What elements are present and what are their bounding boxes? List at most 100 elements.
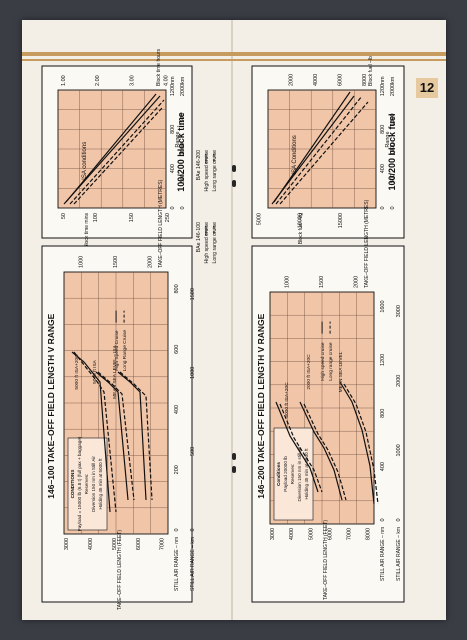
tofl-146-100-curve <box>119 371 153 501</box>
tofl-146-100-metres-tick: 1500 <box>113 256 119 268</box>
block-time-hours-tick: 4.00 <box>164 75 170 86</box>
block-time-mins-label: Block time mins <box>84 213 90 249</box>
tofl-146-200-feet-label: TAKE–OFF FIELD LENGTH (FEET) <box>323 520 329 601</box>
block-time-km-tick: 1000 <box>180 143 186 155</box>
block-time-legend-item: BAe 146-100 <box>196 222 202 252</box>
tofl-146-200-nm-tick: 0 <box>380 518 386 521</box>
tofl-146-100-nm-tick: 200 <box>174 465 180 474</box>
tofl-146-200-nm-tick: 1600 <box>380 300 386 312</box>
block-fuel-nm-tick: 1200 <box>380 84 386 96</box>
header-rule-thin <box>22 59 446 61</box>
block-time-km-tick: 0 <box>180 206 186 209</box>
binding-hole <box>232 165 236 172</box>
tofl-146-200-conditions-line: Conditions <box>276 462 281 486</box>
tofl-146-100-conditions-line: Payload = 15000 lb (6.8 t) (full pax + b… <box>77 436 82 531</box>
tofl-146-100-conditions-line: Diversion 150 nm in Still Air <box>91 456 96 512</box>
block-time-km-tick: 1500 <box>180 113 186 125</box>
block-fuel-lb-label: Block fuel –lb <box>368 56 374 86</box>
block-fuel-nm-unit: nm <box>380 76 386 84</box>
tofl-146-200-cruise-legend: High speed cruise <box>320 342 326 381</box>
block-time-nm-unit: nm <box>170 76 176 84</box>
tofl-146-100-feet-tick: 3000 <box>64 538 70 550</box>
tofl-146-100-title: 146–100 TAKE–OFF FIELD LENGTH V RANGE <box>46 313 56 498</box>
tofl-146-100-nm-tick: 400 <box>174 405 180 414</box>
block-time-legend-item: Long range cruise <box>212 222 218 264</box>
tofl-146-200-curve <box>339 381 375 505</box>
tofl-146-100-cruise-legend: Long Range Cruise <box>122 330 128 372</box>
block-time-curve <box>65 93 157 203</box>
tofl-146-200-metres-label: TAKE–OFF FIELD LENGTH (METRES) <box>364 199 370 288</box>
page-fold <box>231 20 233 620</box>
block-fuel-km-tick: 1000 <box>390 143 396 155</box>
tofl-146-200-curve-label: 2000 ft ISA+20C <box>306 354 312 390</box>
tofl-146-200-cruise-legend: Long range cruise <box>328 342 334 381</box>
tofl-146-100-curve <box>73 351 117 513</box>
tofl-146-200-curve <box>299 401 343 501</box>
tofl-146-200-nm-tick: 1200 <box>380 354 386 366</box>
block-time-nm-tick: 1200 <box>170 84 176 96</box>
tofl-146-100-km-tick: 500 <box>190 447 196 456</box>
tofl-146-100-cruise-legend: High Speed Cruise <box>114 330 120 371</box>
tofl-146-100-nm-tick: 800 <box>174 284 180 293</box>
block-fuel-range-label: Range <box>385 131 391 147</box>
block-time-hours-tick: 2.00 <box>95 75 101 86</box>
tofl-146-100-feet-tick: 6000 <box>136 538 142 550</box>
block-time-hours-tick: 1.00 <box>61 75 67 86</box>
tofl-146-200-curve <box>275 401 319 493</box>
tofl-146-100-km-tick: 1500 <box>190 288 196 300</box>
tofl-146-200-nm-label: STILL AIR RANGE – nm <box>380 527 386 581</box>
block-fuel-kg-tick: 15000 <box>338 213 344 228</box>
block-fuel-curve <box>275 95 363 205</box>
block-fuel-lb-tick: 8000 <box>362 74 368 86</box>
tofl-146-200-km-tick: 1000 <box>396 444 402 456</box>
tofl-146-100-conditions-box <box>67 437 108 531</box>
binding-hole <box>232 453 236 460</box>
tofl-146-100-curve <box>95 371 129 501</box>
block-time-km-tick: 500 <box>180 174 186 183</box>
block-fuel-kg-tick: 10000 <box>297 213 303 228</box>
block-time-km-tick: 2000 <box>180 84 186 96</box>
tofl-146-100-metres-label: TAKE–OFF FIELD LENGTH (METRES) <box>158 179 164 268</box>
block-fuel-km-tick: 1500 <box>390 113 396 125</box>
tofl-146-200-km-tick: 3000 <box>396 305 402 317</box>
tofl-146-100-feet-tick: 5000 <box>112 538 118 550</box>
block-fuel-km-tick: 0 <box>390 206 396 209</box>
tofl-146-200-feet-tick: 5000 <box>308 528 314 540</box>
block-fuel-conditions: ISA Conditions <box>292 135 298 174</box>
tofl-146-200-title: 146–200 TAKE–OFF FIELD LENGTH V RANGE <box>256 313 266 498</box>
block-time-legend-item: Long range cruise <box>212 150 218 192</box>
header-rule <box>22 52 446 56</box>
tofl-146-100-curve <box>97 371 135 501</box>
block-time-nm-tick: 800 <box>170 125 176 134</box>
tofl-146-200-feet-tick: 3000 <box>270 528 276 540</box>
block-fuel-nm-tick: 0 <box>380 206 386 209</box>
tofl-146-200-conditions-line: Diversion 150 nm in still air <box>297 446 302 501</box>
block-time-mins-tick: 50 <box>61 213 67 219</box>
tofl-146-100-conditions-line: CONDITIONS <box>70 470 75 499</box>
binding-hole <box>232 466 236 473</box>
block-time-hours-label: Block time hours <box>156 49 162 86</box>
page-number: 12 <box>416 78 438 98</box>
tofl-146-200-km-label: STILL AIR RANGE – km <box>396 527 402 581</box>
tofl-146-200-conditions-line: Reserves: <box>290 464 295 485</box>
tofl-146-200-curve <box>343 383 379 505</box>
block-time-mins-tick: 250 <box>165 213 171 222</box>
block-time-nm-tick: 0 <box>170 206 176 209</box>
tofl-146-200-km-tick: 0 <box>396 518 402 521</box>
tofl-146-200-nm-tick: 400 <box>380 462 386 471</box>
tofl-146-200-feet-tick: 7000 <box>347 528 353 540</box>
block-time-conditions: ISA conditions <box>82 142 88 180</box>
block-fuel-nm-tick: 400 <box>380 164 386 173</box>
block-fuel-kg-tick: 5000 <box>257 213 263 225</box>
tofl-146-100-feet-tick: 4000 <box>88 538 94 550</box>
tofl-146-200-curve <box>303 403 347 501</box>
block-time-curve <box>73 107 163 205</box>
tofl-146-100-km-label: STILL AIR RANGE – km <box>190 537 196 591</box>
block-time-mins-tick: 100 <box>93 213 99 222</box>
tofl-146-100-metres-tick: 1000 <box>79 256 85 268</box>
block-fuel-km-tick: 2000 <box>390 84 396 96</box>
block-fuel-km-unit: km <box>390 76 396 84</box>
tofl-146-200-metres-tick: 2000 <box>353 276 359 288</box>
